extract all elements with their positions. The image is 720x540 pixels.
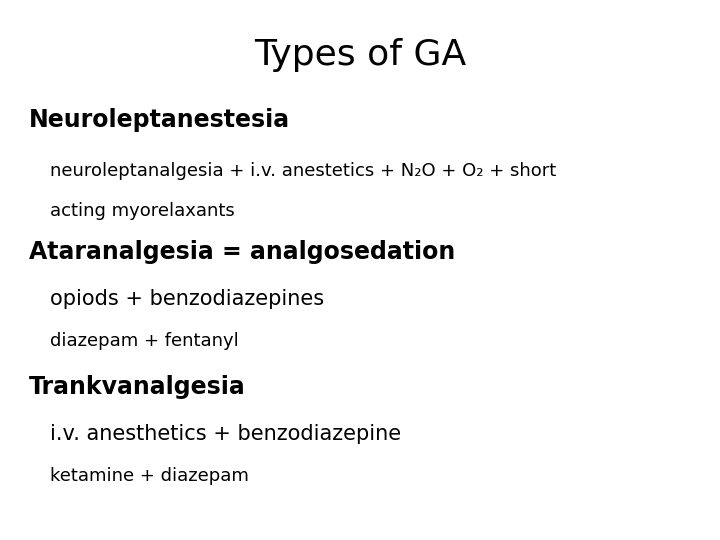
- Text: Ataranalgesia = analgosedation: Ataranalgesia = analgosedation: [29, 240, 455, 264]
- Text: i.v. anesthetics + benzodiazepine: i.v. anesthetics + benzodiazepine: [50, 424, 402, 444]
- Text: Trankvanalgesia: Trankvanalgesia: [29, 375, 246, 399]
- Text: diazepam + fentanyl: diazepam + fentanyl: [50, 332, 239, 350]
- Text: neuroleptanalgesia + i.v. anestetics + N₂O + O₂ + short: neuroleptanalgesia + i.v. anestetics + N…: [50, 162, 557, 180]
- Text: opiods + benzodiazepines: opiods + benzodiazepines: [50, 289, 325, 309]
- Text: acting myorelaxants: acting myorelaxants: [50, 202, 235, 220]
- Text: ketamine + diazepam: ketamine + diazepam: [50, 467, 249, 485]
- Text: Neuroleptanestesia: Neuroleptanestesia: [29, 108, 290, 132]
- Text: Types of GA: Types of GA: [254, 38, 466, 72]
